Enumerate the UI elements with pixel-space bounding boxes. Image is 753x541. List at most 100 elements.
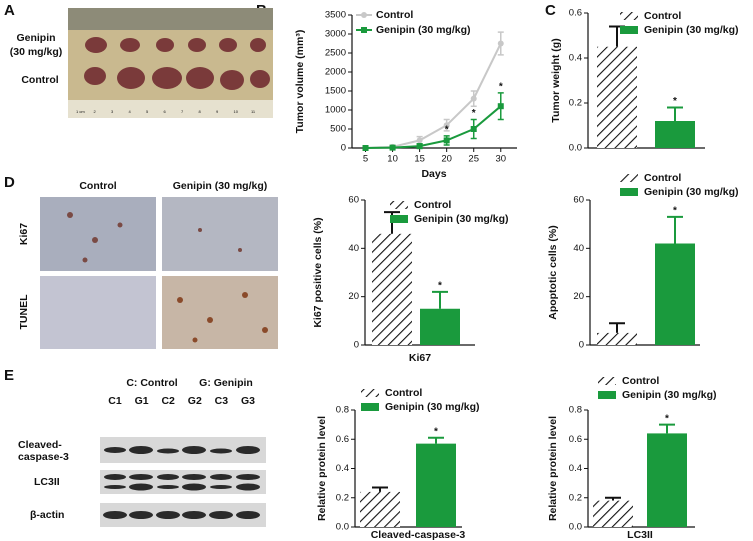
marker xyxy=(416,143,423,150)
legend-swatch xyxy=(390,201,408,209)
error-bar xyxy=(609,322,625,333)
marker xyxy=(362,145,369,151)
y-tick-label: 0.0 xyxy=(569,522,582,533)
legend-label: Control xyxy=(385,387,422,399)
row-label: (30 mg/kg) xyxy=(10,46,63,58)
y-tick-label: 0.6 xyxy=(336,434,349,445)
y-tick-label: 0 xyxy=(341,143,346,154)
ruler-label: 4 xyxy=(129,109,132,114)
y-tick-label: 0.0 xyxy=(336,522,349,533)
ruler-label: 11 xyxy=(251,109,256,114)
ruler-label: 1 cm xyxy=(76,109,85,114)
legend-label: Genipin (30 mg/kg) xyxy=(414,213,509,225)
x-axis-label: Ki67 xyxy=(409,352,431,364)
annotation: * xyxy=(438,280,442,291)
y-tick-label: 3000 xyxy=(325,29,346,40)
column-label: Genipin (30 mg/kg) xyxy=(173,180,268,192)
row-label: Ki67 xyxy=(18,223,30,245)
y-axis-label: Relative protein level xyxy=(547,416,559,521)
bar xyxy=(372,233,412,345)
y-tick-label: 0 xyxy=(354,340,359,351)
y-tick-label: 40 xyxy=(348,243,359,254)
x-tick-label: 15 xyxy=(414,154,425,165)
x-tick-label: 10 xyxy=(387,154,398,165)
x-axis-label: LC3II xyxy=(627,529,653,541)
marker xyxy=(389,144,396,151)
marker xyxy=(443,122,450,129)
y-tick-label: 0.4 xyxy=(336,463,349,474)
y-axis-label: Tumor weight (g) xyxy=(550,38,562,122)
error-bar xyxy=(605,496,621,501)
panel-label: A xyxy=(4,2,15,19)
x-tick-label: 20 xyxy=(441,154,452,165)
ruler-label: 5 xyxy=(146,109,149,114)
marker xyxy=(443,137,450,144)
legend-label: Genipin (30 mg/kg) xyxy=(622,389,717,401)
lane-label: G3 xyxy=(241,395,255,407)
y-tick-label: 0.2 xyxy=(336,492,349,503)
y-tick-label: 1000 xyxy=(325,105,346,116)
annotation: * xyxy=(445,124,449,135)
y-tick-label: 20 xyxy=(573,291,584,302)
annotation: * xyxy=(665,413,669,424)
tumor-photo xyxy=(68,8,273,118)
y-tick-label: 0.4 xyxy=(569,53,582,64)
bar xyxy=(360,491,400,527)
lane-label: C2 xyxy=(161,395,175,407)
legend-swatch xyxy=(598,391,616,399)
error-bar xyxy=(667,106,683,121)
y-tick-label: 0.6 xyxy=(569,8,582,19)
y-axis-label: Tumor volume (mm³) xyxy=(294,30,306,134)
ruler-label: 6 xyxy=(164,109,167,114)
legend-label: Control xyxy=(414,199,451,211)
y-tick-label: 0.8 xyxy=(569,405,582,416)
x-tick-label: 5 xyxy=(363,154,368,165)
marker xyxy=(470,126,477,132)
ruler-label: 2 xyxy=(94,109,97,114)
y-tick-label: 1500 xyxy=(325,86,346,97)
ruler-label: 8 xyxy=(199,109,202,114)
bar xyxy=(597,332,637,345)
marker xyxy=(361,27,367,33)
error-bar xyxy=(372,486,388,492)
lane-label: C3 xyxy=(215,395,229,407)
y-tick-label: 40 xyxy=(573,243,584,254)
y-tick-label: 0.4 xyxy=(569,463,582,474)
legend-label: Control xyxy=(622,375,659,387)
lane-label: G2 xyxy=(188,395,202,407)
annotation: * xyxy=(673,96,677,107)
x-tick-label: 30 xyxy=(495,154,506,165)
legend-swatch xyxy=(598,377,616,385)
bar xyxy=(416,443,456,527)
legend-swatch xyxy=(361,403,379,411)
bar xyxy=(420,308,460,345)
blot-label: caspase-3 xyxy=(18,451,69,463)
x-tick-label: 25 xyxy=(468,154,479,165)
bar xyxy=(655,121,695,148)
marker xyxy=(497,103,504,110)
series-line xyxy=(365,43,502,149)
error-bar xyxy=(432,290,448,309)
blot-label: β-actin xyxy=(30,509,64,521)
ruler-label: 10 xyxy=(234,109,239,114)
y-tick-label: 0.6 xyxy=(569,434,582,445)
error-bar xyxy=(428,436,444,444)
y-tick-label: 0.0 xyxy=(569,143,582,154)
column-label: Control xyxy=(79,180,116,192)
annotation: * xyxy=(434,426,438,437)
marker xyxy=(416,137,423,144)
ruler-label: 9 xyxy=(216,109,219,114)
bar xyxy=(647,433,687,527)
bar xyxy=(593,500,633,527)
group-label: G: Genipin xyxy=(199,377,253,389)
error-bar xyxy=(659,423,675,434)
y-tick-label: 0.2 xyxy=(569,492,582,503)
y-axis-label: Apoptotic cells (%) xyxy=(547,225,559,320)
x-axis-label: Cleaved-caspase-3 xyxy=(371,529,466,541)
annotation: * xyxy=(472,108,476,119)
annotation: * xyxy=(499,82,503,93)
error-bar xyxy=(667,215,683,244)
blot-label: LC3II xyxy=(34,476,60,488)
